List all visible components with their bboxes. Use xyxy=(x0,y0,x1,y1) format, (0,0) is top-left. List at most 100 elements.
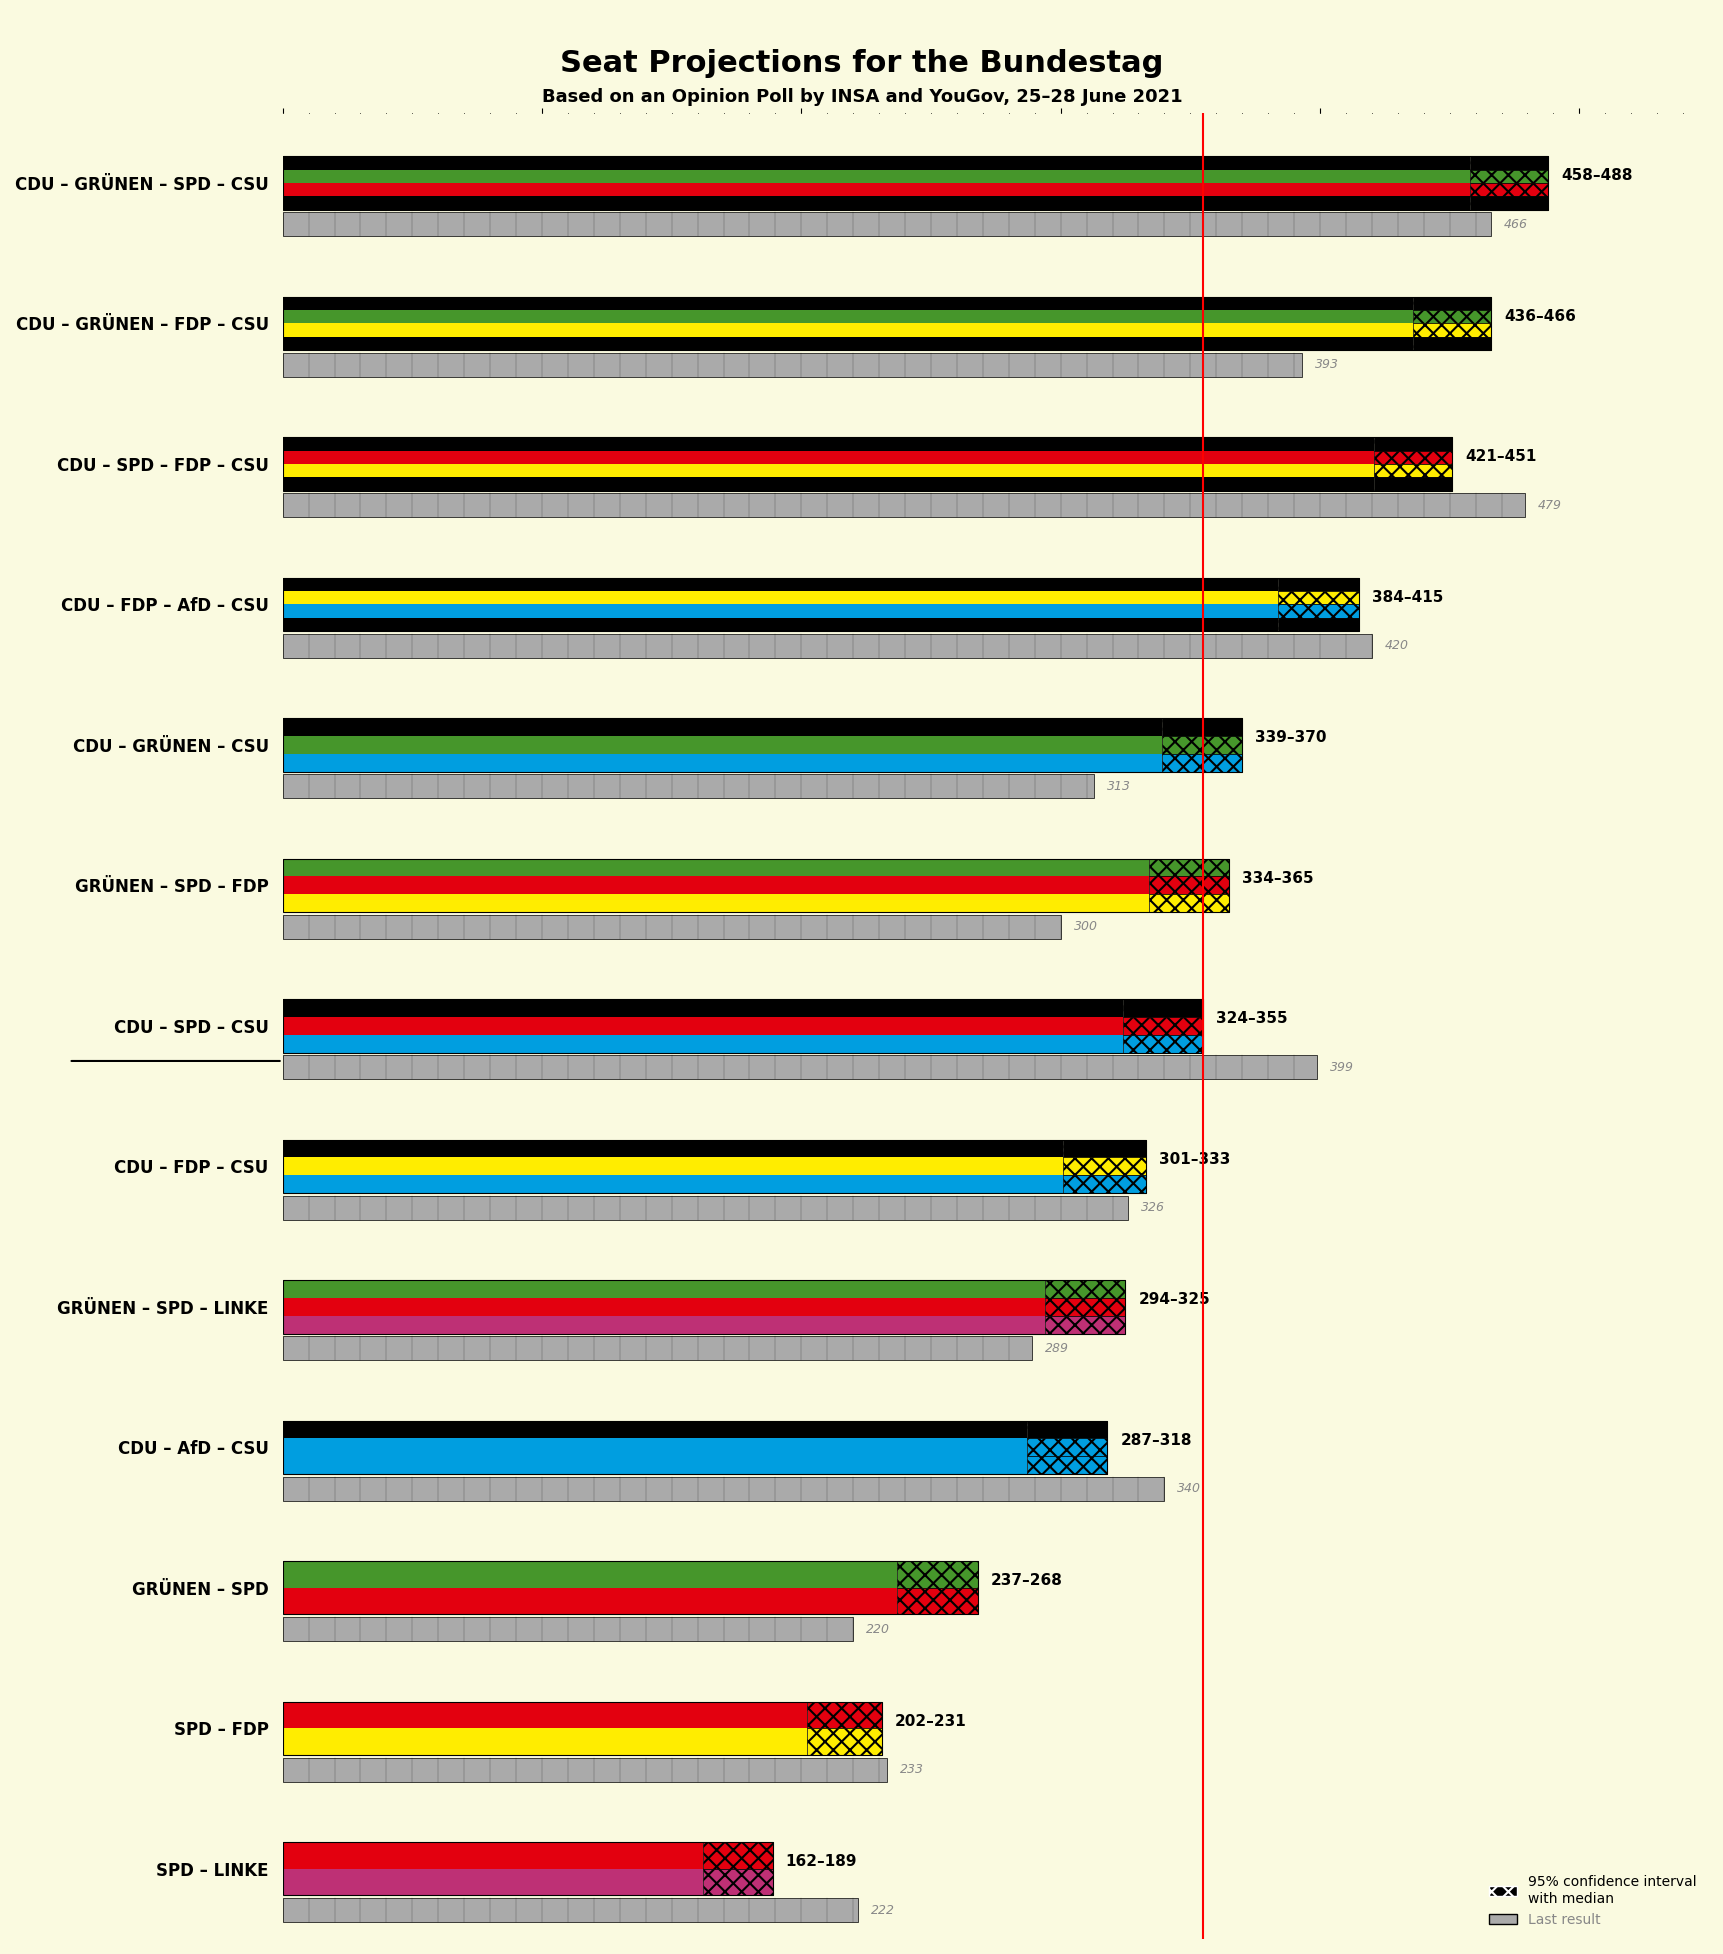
Text: 294–325: 294–325 xyxy=(1137,1292,1210,1307)
Bar xyxy=(283,451,1373,463)
Bar xyxy=(283,1337,1032,1360)
Bar xyxy=(283,1139,1146,1194)
Text: 384–415: 384–415 xyxy=(1372,590,1442,606)
Bar xyxy=(283,858,1228,913)
Bar xyxy=(1278,604,1358,617)
Text: 399: 399 xyxy=(1330,1061,1354,1075)
Text: Seat Projections for the Bundestag: Seat Projections for the Bundestag xyxy=(560,49,1163,78)
Bar xyxy=(283,1139,1063,1157)
Bar xyxy=(283,633,1372,658)
Bar xyxy=(1044,1315,1125,1333)
Text: 233: 233 xyxy=(899,1763,924,1776)
Bar xyxy=(1122,1036,1203,1053)
Bar xyxy=(1161,719,1242,737)
Bar xyxy=(283,1868,703,1895)
Bar xyxy=(283,1843,703,1868)
Text: 237–268: 237–268 xyxy=(991,1573,1061,1589)
Bar xyxy=(283,1315,1044,1333)
Bar xyxy=(283,156,1470,170)
Bar xyxy=(283,336,1413,350)
Bar xyxy=(283,1421,1106,1473)
Bar xyxy=(283,1157,1063,1174)
Bar xyxy=(283,297,1490,350)
Bar xyxy=(283,184,1470,195)
Text: 458–488: 458–488 xyxy=(1561,168,1632,184)
Bar xyxy=(1278,590,1358,604)
Text: 466: 466 xyxy=(1502,219,1527,231)
Bar xyxy=(283,1055,1316,1079)
Bar xyxy=(283,1702,880,1755)
Text: 301–333: 301–333 xyxy=(1158,1151,1230,1167)
Bar xyxy=(283,1036,1122,1053)
Bar xyxy=(283,895,1148,913)
Bar xyxy=(283,1280,1044,1297)
Bar xyxy=(283,1477,1163,1501)
Bar xyxy=(283,170,1470,184)
Text: 479: 479 xyxy=(1537,498,1561,512)
Bar xyxy=(703,1868,772,1895)
Bar xyxy=(1413,311,1490,324)
Bar xyxy=(1161,737,1242,754)
Bar xyxy=(896,1561,977,1589)
Bar xyxy=(1470,184,1547,195)
Bar xyxy=(1122,1016,1203,1036)
Bar xyxy=(283,858,1148,877)
Bar xyxy=(1470,195,1547,209)
Bar xyxy=(283,719,1242,772)
Bar xyxy=(283,1297,1044,1315)
Bar xyxy=(1161,754,1242,772)
Bar xyxy=(1373,477,1451,490)
Bar xyxy=(283,1421,1027,1438)
Bar xyxy=(283,1759,886,1782)
Bar xyxy=(283,1196,1127,1219)
Text: 339–370: 339–370 xyxy=(1254,731,1327,744)
Bar xyxy=(283,156,1547,209)
Text: 334–365: 334–365 xyxy=(1242,871,1313,885)
Text: 393: 393 xyxy=(1315,358,1339,371)
Bar xyxy=(283,1589,896,1614)
Bar xyxy=(1413,324,1490,336)
Text: 340: 340 xyxy=(1177,1483,1201,1495)
Bar xyxy=(1063,1174,1146,1194)
Bar xyxy=(703,1843,772,1868)
Bar xyxy=(283,1843,772,1895)
Bar xyxy=(283,737,1161,754)
Bar xyxy=(283,998,1203,1053)
Bar xyxy=(283,463,1373,477)
Bar xyxy=(283,494,1523,518)
Text: 300: 300 xyxy=(1073,920,1098,934)
Bar xyxy=(283,1727,806,1755)
Text: 222: 222 xyxy=(870,1903,894,1917)
Bar xyxy=(1373,438,1451,451)
Text: 326: 326 xyxy=(1141,1202,1165,1213)
Text: 289: 289 xyxy=(1044,1342,1068,1354)
Bar xyxy=(1470,156,1547,170)
Text: 287–318: 287–318 xyxy=(1120,1432,1191,1448)
Bar xyxy=(806,1702,880,1727)
Bar xyxy=(283,438,1373,451)
Bar xyxy=(283,774,1094,799)
Bar xyxy=(283,354,1301,377)
Bar xyxy=(283,754,1161,772)
Bar xyxy=(1122,998,1203,1016)
Text: 220: 220 xyxy=(865,1624,889,1635)
Bar xyxy=(283,1897,858,1923)
Bar xyxy=(1044,1280,1125,1297)
Bar xyxy=(1027,1456,1106,1473)
Text: 421–451: 421–451 xyxy=(1465,449,1535,465)
Bar xyxy=(283,477,1373,490)
Bar xyxy=(1413,297,1490,311)
Bar xyxy=(283,914,1060,938)
Bar xyxy=(1063,1157,1146,1174)
Bar xyxy=(283,1702,806,1727)
Bar xyxy=(283,719,1161,737)
Text: 436–466: 436–466 xyxy=(1502,309,1575,324)
Text: 313: 313 xyxy=(1106,780,1130,793)
Bar xyxy=(1148,877,1228,895)
Bar xyxy=(1470,170,1547,184)
Bar xyxy=(806,1727,880,1755)
Text: 324–355: 324–355 xyxy=(1215,1012,1287,1026)
Bar xyxy=(283,1174,1063,1194)
Bar xyxy=(283,1280,1125,1333)
Bar xyxy=(283,297,1413,311)
